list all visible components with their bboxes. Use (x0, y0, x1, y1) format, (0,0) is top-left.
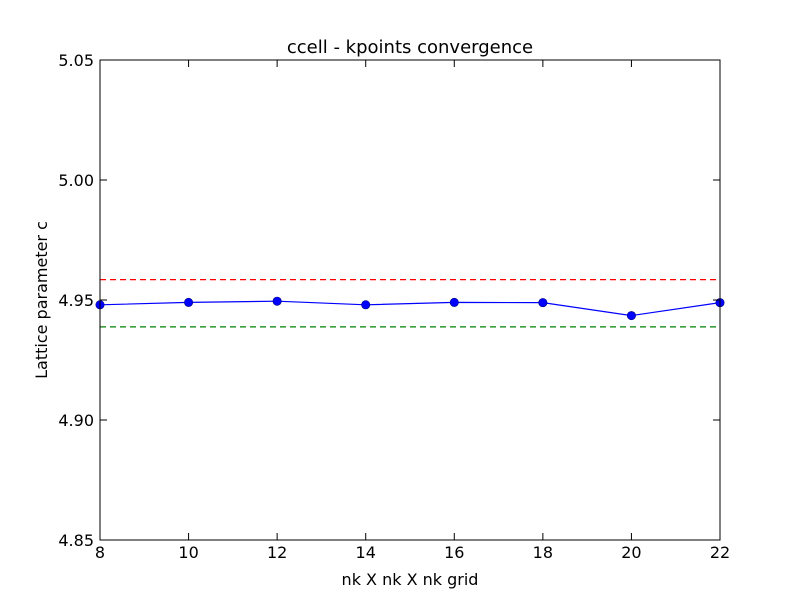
data-point (538, 298, 548, 308)
data-point (361, 300, 371, 310)
y-tick-label: 4.90 (58, 411, 94, 430)
x-tick-label: 18 (533, 543, 553, 562)
x-tick-label: 20 (621, 543, 641, 562)
x-tick-label: 16 (444, 543, 464, 562)
series-line-0 (99, 300, 721, 317)
y-tick-label: 5.00 (58, 171, 94, 190)
reference-lines (100, 279, 720, 328)
data-point (449, 297, 459, 307)
x-tick-label: 12 (267, 543, 287, 562)
x-axis-label: nk X nk X nk grid (342, 570, 479, 589)
y-tick-label: 4.85 (58, 531, 94, 550)
x-tick-label: 8 (95, 543, 105, 562)
data-point (272, 296, 282, 306)
chart-title: ccell - kpoints convergence (287, 37, 533, 58)
y-tick-label: 4.95 (58, 291, 94, 310)
data-point (626, 311, 636, 321)
plot-area: 8 10 12 14 16 18 20 22 4.85 4.90 4.95 5.00 5.05 (58, 51, 730, 562)
data-point (184, 297, 194, 307)
ticks: 8 10 12 14 16 18 20 22 4.85 4.90 4.95 5.00 5.05 (58, 51, 730, 562)
x-tick-label: 14 (356, 543, 376, 562)
y-tick-label: 5.05 (58, 51, 94, 70)
x-tick-label: 10 (178, 543, 198, 562)
axes-background (100, 60, 720, 540)
series-layer (95, 296, 725, 321)
x-tick-label: 22 (710, 543, 730, 562)
y-axis-label: Lattice parameter c (32, 221, 51, 379)
